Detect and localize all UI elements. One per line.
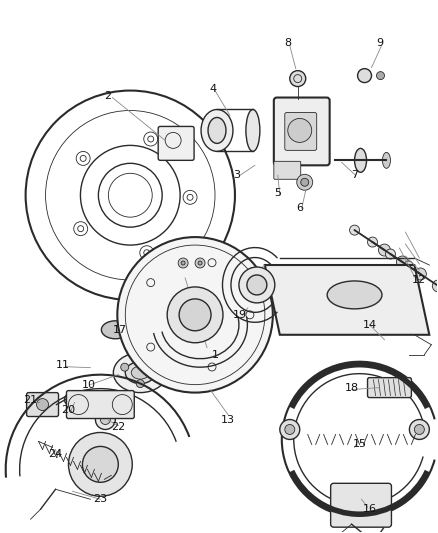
Ellipse shape (64, 392, 86, 408)
Ellipse shape (113, 353, 167, 393)
Text: 12: 12 (412, 275, 427, 285)
Circle shape (152, 363, 160, 371)
Circle shape (239, 267, 275, 303)
Circle shape (290, 71, 306, 86)
Polygon shape (265, 265, 429, 335)
Text: 23: 23 (93, 494, 107, 504)
Text: 17: 17 (113, 325, 127, 335)
Circle shape (357, 69, 371, 83)
Circle shape (378, 244, 390, 256)
FancyBboxPatch shape (158, 126, 194, 160)
Text: 10: 10 (81, 379, 95, 390)
FancyBboxPatch shape (27, 393, 59, 416)
Ellipse shape (382, 152, 390, 168)
Circle shape (167, 287, 223, 343)
Circle shape (247, 275, 267, 295)
Ellipse shape (208, 117, 226, 143)
Circle shape (195, 258, 205, 268)
Circle shape (181, 261, 185, 265)
Circle shape (288, 118, 312, 142)
Circle shape (95, 409, 115, 430)
Text: 5: 5 (274, 188, 281, 198)
Circle shape (396, 256, 408, 268)
Circle shape (125, 245, 265, 385)
Circle shape (297, 174, 313, 190)
Text: 14: 14 (363, 320, 377, 330)
Text: 6: 6 (296, 203, 303, 213)
Text: 13: 13 (221, 415, 235, 424)
Ellipse shape (355, 148, 367, 172)
Text: 7: 7 (351, 170, 358, 180)
Circle shape (285, 424, 295, 434)
Text: 18: 18 (345, 383, 359, 393)
Text: 15: 15 (353, 439, 367, 449)
Circle shape (68, 432, 132, 496)
Circle shape (280, 419, 300, 439)
Circle shape (410, 419, 429, 439)
Circle shape (414, 268, 426, 280)
Text: 21: 21 (24, 394, 38, 405)
Text: 3: 3 (233, 170, 240, 180)
Circle shape (432, 280, 438, 292)
Circle shape (136, 379, 144, 387)
Text: 8: 8 (284, 38, 291, 48)
Circle shape (37, 399, 49, 410)
FancyBboxPatch shape (285, 112, 317, 150)
FancyBboxPatch shape (331, 483, 392, 527)
Ellipse shape (68, 394, 82, 405)
Text: 24: 24 (48, 449, 63, 459)
Ellipse shape (125, 362, 155, 384)
Circle shape (121, 363, 129, 371)
Text: 4: 4 (209, 84, 216, 94)
Circle shape (82, 447, 118, 482)
Ellipse shape (201, 109, 233, 151)
Circle shape (403, 261, 413, 271)
Circle shape (198, 261, 202, 265)
Text: 19: 19 (233, 310, 247, 320)
Ellipse shape (101, 321, 129, 339)
Circle shape (377, 71, 385, 79)
Circle shape (301, 178, 309, 186)
Text: 1: 1 (212, 350, 219, 360)
Circle shape (414, 424, 424, 434)
Ellipse shape (246, 109, 260, 151)
Circle shape (179, 299, 211, 331)
Text: 20: 20 (61, 405, 75, 415)
Ellipse shape (131, 366, 149, 379)
Text: 2: 2 (104, 91, 111, 101)
FancyBboxPatch shape (67, 391, 134, 418)
Ellipse shape (327, 281, 382, 309)
FancyBboxPatch shape (274, 98, 330, 165)
Circle shape (385, 249, 396, 259)
Circle shape (367, 237, 378, 247)
Circle shape (350, 225, 360, 235)
Circle shape (178, 258, 188, 268)
FancyBboxPatch shape (274, 161, 301, 179)
Circle shape (100, 415, 110, 424)
Text: 16: 16 (363, 504, 377, 514)
Text: 11: 11 (56, 360, 70, 370)
FancyBboxPatch shape (367, 378, 411, 398)
Circle shape (117, 237, 273, 393)
Text: 9: 9 (376, 38, 383, 48)
Text: 22: 22 (111, 423, 125, 432)
